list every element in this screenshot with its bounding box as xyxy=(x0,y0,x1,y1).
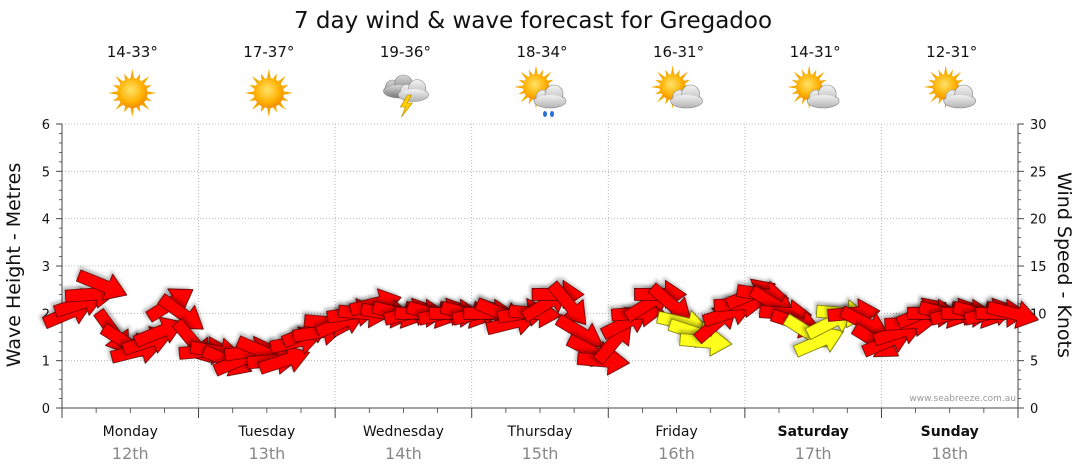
y-axis-title-left: Wave Height - Metres xyxy=(3,163,25,367)
day-name: Thursday xyxy=(506,424,572,440)
day-temperature: 17-37° xyxy=(243,43,294,61)
credit-text: www.seabreeze.com.au xyxy=(909,394,1016,404)
day-date: 15th xyxy=(522,444,559,463)
chart-title: 7 day wind & wave forecast for Gregadoo xyxy=(294,8,772,34)
day-name: Wednesday xyxy=(363,424,444,440)
partly-cloudy-icon xyxy=(787,65,840,109)
sunny-icon xyxy=(108,69,157,117)
day-date: 13th xyxy=(248,444,285,463)
day-name: Tuesday xyxy=(237,424,295,440)
day-temperature: 19-36° xyxy=(380,43,431,61)
day-date: 16th xyxy=(658,444,695,463)
partly-cloudy-icon xyxy=(923,65,977,109)
sunny-icon xyxy=(244,69,293,117)
day-name: Saturday xyxy=(778,424,849,440)
thunderstorm-icon xyxy=(383,74,429,118)
y-tick-label-right: 20 xyxy=(1030,213,1047,228)
y-tick-label-left: 3 xyxy=(42,260,50,275)
day-name: Friday xyxy=(655,424,697,440)
day-temperature: 18-34° xyxy=(516,43,567,61)
y-tick-label-left: 4 xyxy=(42,213,50,228)
y-tick-label-left: 1 xyxy=(42,355,50,370)
weather-forecast-row: 14-33° 17-37° 19-36° 18-34° 16-31° 14-31° 12-3… xyxy=(107,43,977,118)
wind-arrows xyxy=(41,269,1039,377)
sun-cloud-rain-icon xyxy=(514,65,567,117)
wind-arrow xyxy=(132,316,185,348)
day-temperature: 12-31° xyxy=(926,43,977,61)
y-tick-label-left: 6 xyxy=(42,118,50,133)
wind-arrow xyxy=(75,269,128,301)
y-tick-label-right: 0 xyxy=(1030,402,1038,417)
day-date: 14th xyxy=(385,444,422,463)
y-tick-label-left: 2 xyxy=(42,307,50,322)
day-date: 17th xyxy=(795,444,832,463)
grid-lines xyxy=(62,123,1018,408)
wind-arrow xyxy=(986,300,1039,329)
day-date: 18th xyxy=(931,444,968,463)
y-axis-title-right: Wind Speed - Knots xyxy=(1053,172,1075,358)
day-name: Monday xyxy=(103,424,158,440)
y-tick-label-left: 0 xyxy=(42,402,50,417)
y-tick-label-right: 25 xyxy=(1030,165,1047,180)
day-temperature: 14-31° xyxy=(790,43,841,61)
day-temperature: 14-33° xyxy=(107,43,158,61)
y-tick-label-right: 15 xyxy=(1030,260,1047,275)
day-date: 12th xyxy=(112,444,149,463)
day-temperature: 16-31° xyxy=(653,43,704,61)
y-tick-label-left: 5 xyxy=(42,165,50,180)
day-name: Sunday xyxy=(921,424,979,440)
day-labels: Monday 12th Tuesday 13th Wednesday 14th Thursd… xyxy=(103,424,979,463)
y-tick-label-right: 30 xyxy=(1030,118,1047,133)
partly-cloudy-icon xyxy=(650,65,703,109)
y-tick-label-right: 5 xyxy=(1030,355,1038,370)
